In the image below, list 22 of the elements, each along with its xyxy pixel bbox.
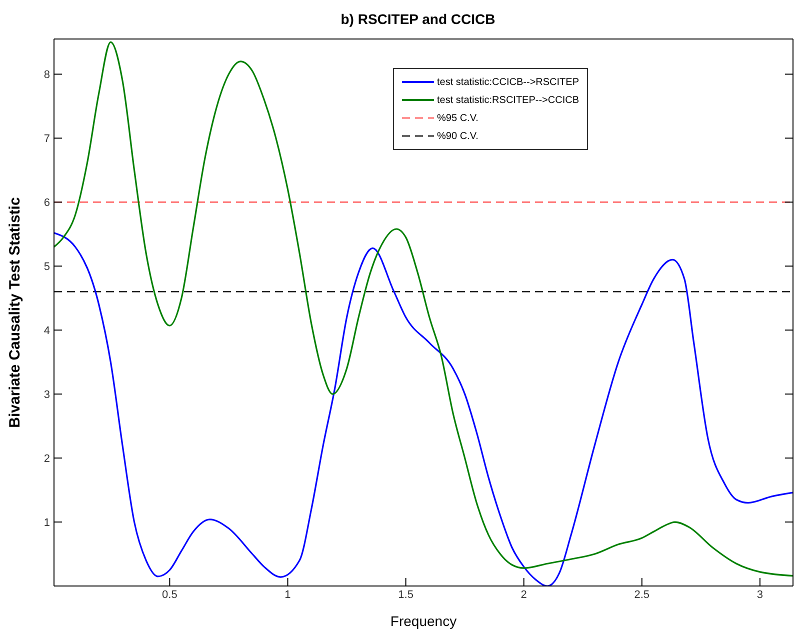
x-tick-label: 2.5: [634, 588, 650, 601]
y-tick-label: 4: [44, 325, 50, 337]
y-tick-label: 8: [44, 69, 50, 82]
x-tick-label: 0.5: [162, 588, 178, 601]
line-series: [54, 41, 793, 577]
y-tick-label: 6: [44, 197, 50, 210]
y-tick-label: 3: [44, 388, 50, 401]
x-axis-title: Frequency: [390, 613, 457, 629]
chart-title: b) RSCITEP and CCICB: [340, 10, 496, 29]
y-tick-label: 2: [44, 452, 50, 465]
y-axis-title: Bivariate Causality Test Statistic: [6, 197, 24, 428]
y-tick-label: 1: [44, 516, 50, 529]
legend-label: %95 C.V.: [437, 112, 478, 124]
legend-label: test statistic:RSCITEP-->CCICB: [437, 94, 579, 106]
legend-label: %90 C.V.: [437, 130, 478, 142]
legend-label: test statistic:CCICB-->RSCITEP: [437, 76, 579, 88]
y-tick-label: 5: [44, 261, 50, 274]
x-tick-label: 1: [284, 588, 291, 601]
x-tick-label: 3: [756, 588, 764, 601]
x-tick-label: 2: [520, 588, 527, 601]
x-tick-label: 1.5: [398, 588, 414, 601]
y-tick-label: 7: [44, 133, 50, 146]
